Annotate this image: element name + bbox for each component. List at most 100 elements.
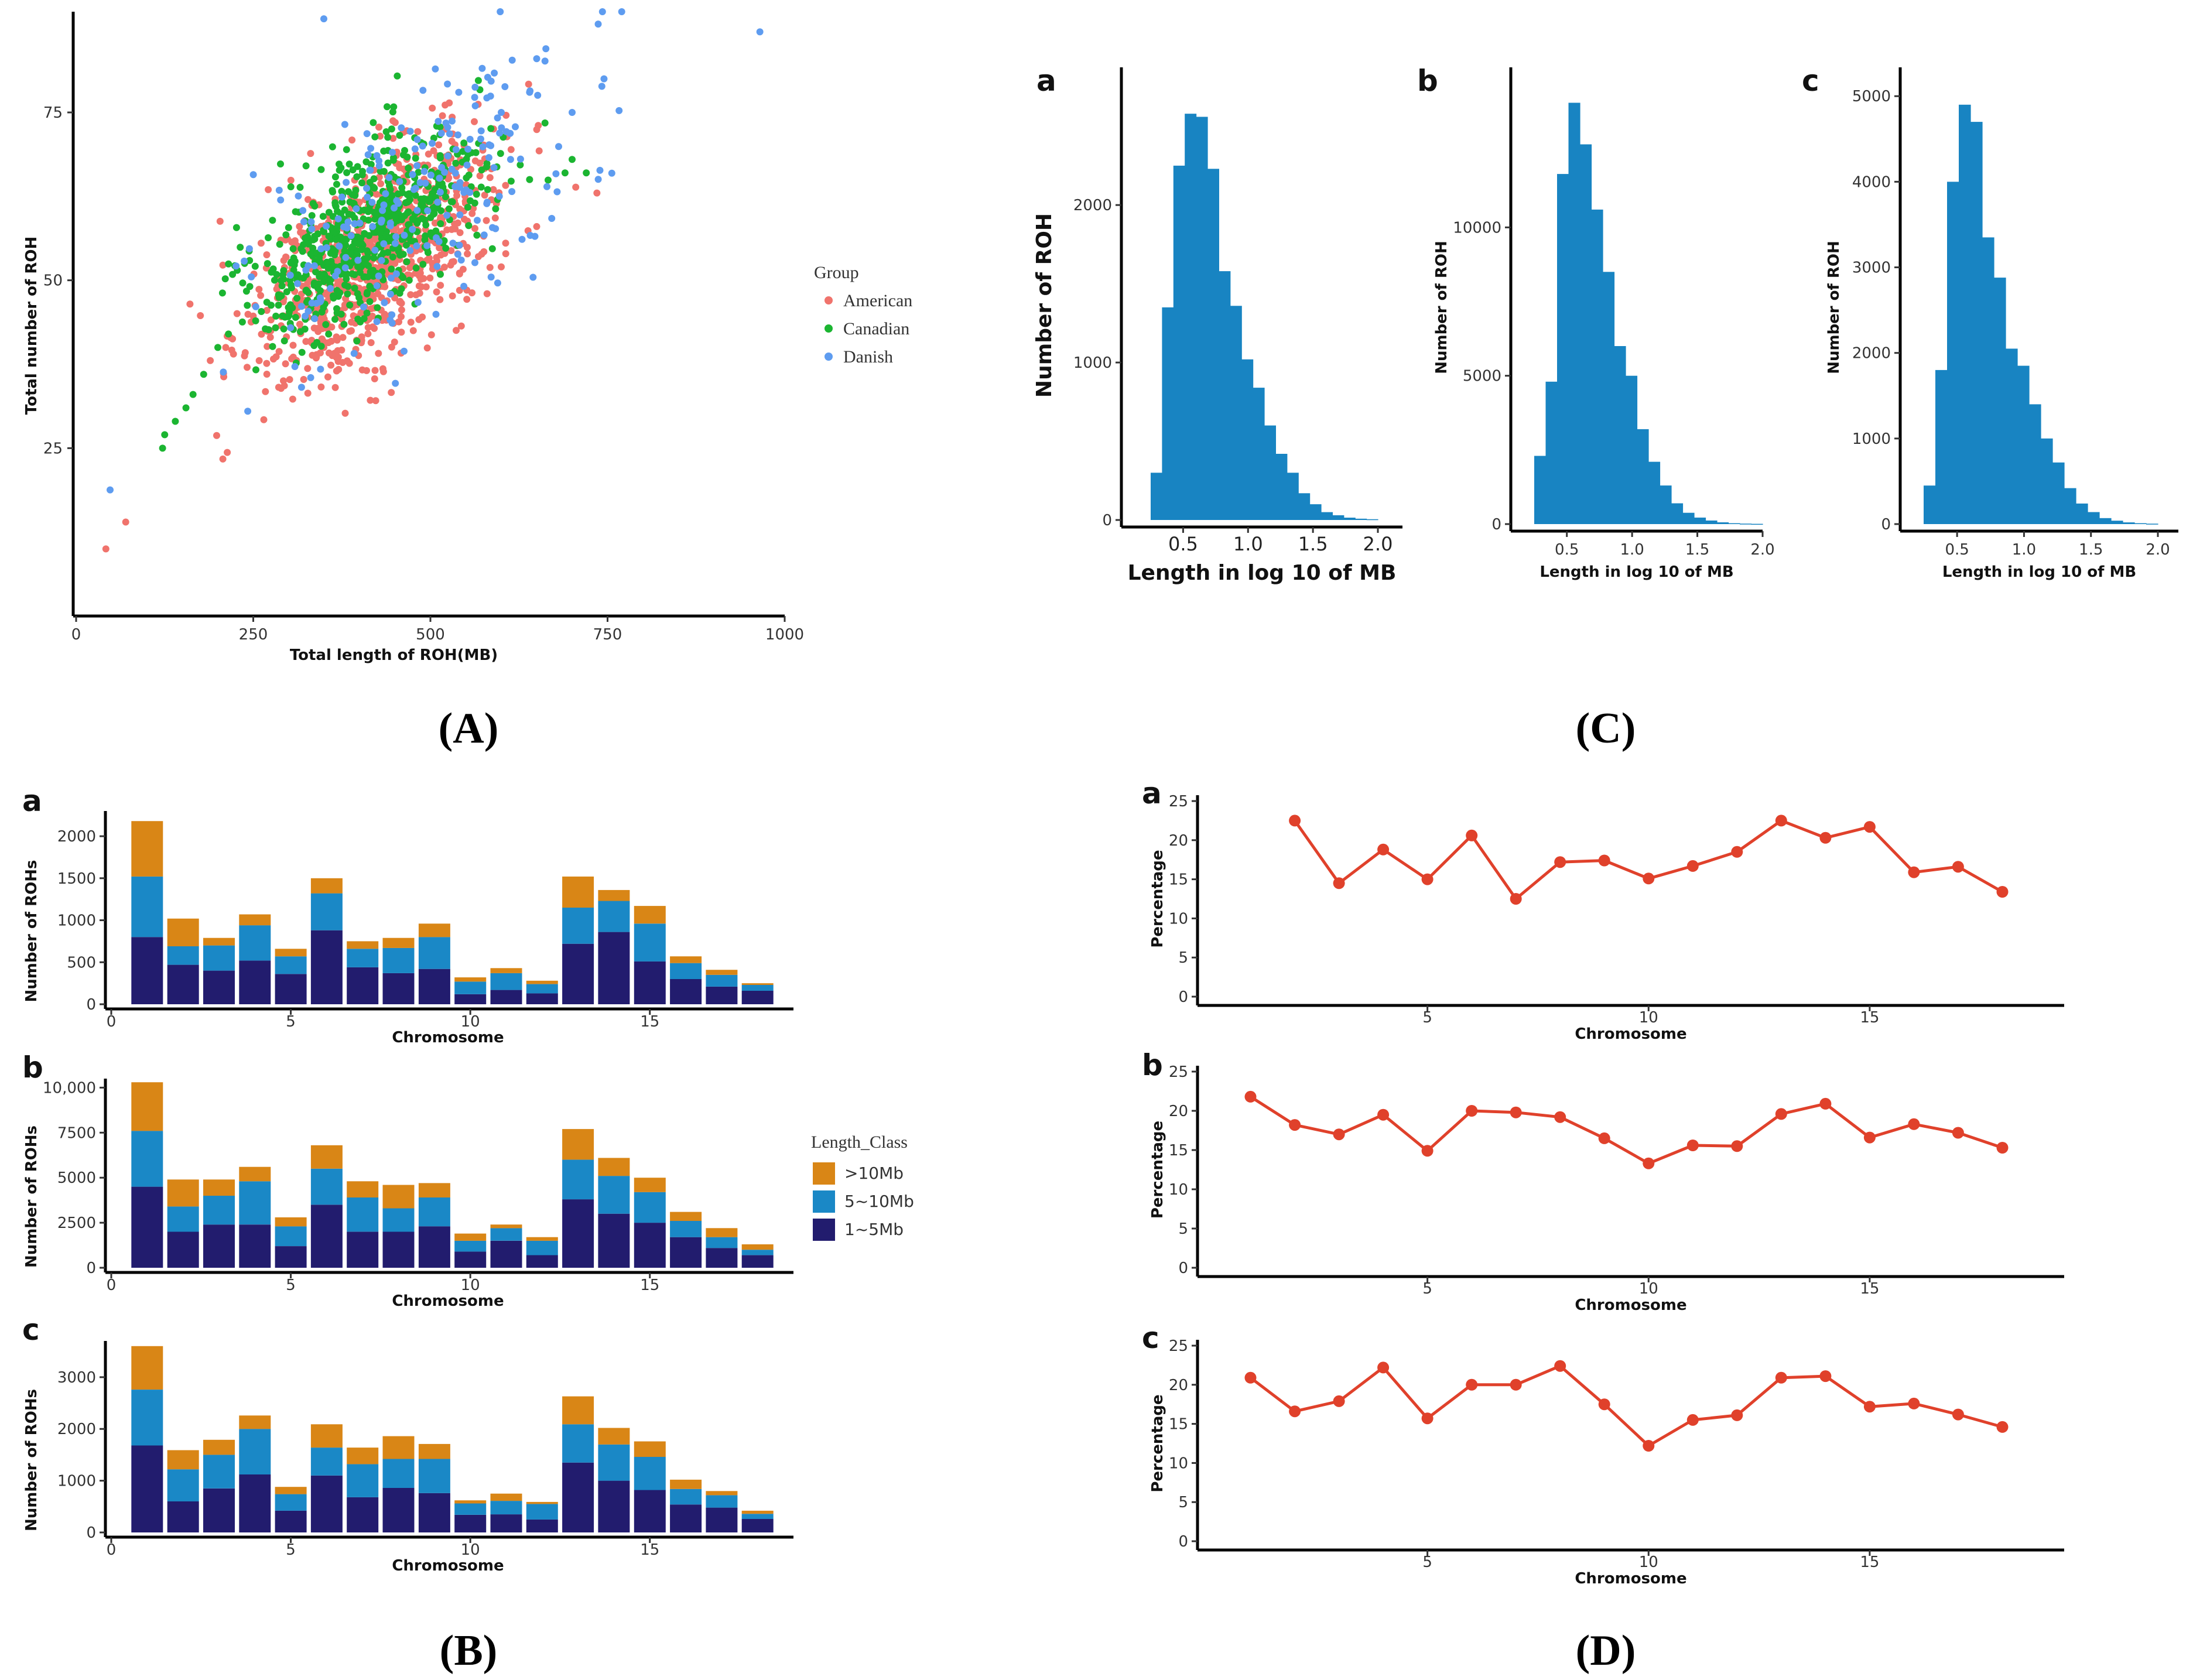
histogram-bar [1185,114,1197,520]
point [272,324,279,331]
point [534,91,542,99]
data-point [1731,1409,1743,1421]
point [435,118,442,125]
point [332,235,340,243]
point [353,337,361,345]
legend-marker-danish [824,353,833,361]
x-tick-label: 5 [1422,1009,1432,1027]
y-tick-label: 25 [1169,1337,1188,1355]
point [262,325,269,333]
legend-label: >10Mb [844,1164,904,1183]
subplot-letter: c [1802,64,1819,98]
point [398,329,405,336]
bar-segment [454,1503,487,1515]
bar-segment [741,983,774,985]
point [219,261,227,269]
point [444,124,451,131]
point [317,383,325,391]
bar-segment [670,963,702,979]
point [427,331,435,338]
bar-segment [418,923,450,937]
data-point [1377,1108,1390,1121]
point [466,135,474,143]
point [327,285,334,292]
bar-segment [131,1131,163,1187]
bar-segment [167,1206,199,1232]
point [292,314,299,321]
point [351,301,358,309]
x-tick-label: 15 [640,1013,659,1031]
bar-segment [275,1494,307,1511]
point [483,217,490,224]
bar-segment [490,1514,522,1532]
data-point [1731,846,1743,858]
point [348,211,356,219]
point [384,103,391,111]
point [265,186,272,193]
point [325,349,333,357]
point [367,305,375,313]
y-tick-label: 1500 [57,870,96,888]
legend-label-american: American [843,291,912,310]
x-tick-label: 5 [286,1541,296,1559]
y-tick-label: 0 [1491,516,1501,533]
point [308,212,316,220]
data-point [1775,815,1787,827]
bar-segment [131,1186,163,1268]
point [615,107,623,114]
point [463,296,471,303]
bar-segment [741,1244,774,1250]
point [296,320,303,328]
bar-segment [347,949,379,967]
point [354,251,361,259]
bar-segment [562,1396,594,1425]
bar-segment [418,1459,450,1493]
point [495,193,503,200]
point [425,254,433,262]
bar-segment [670,1221,702,1237]
bar-segment [562,1129,594,1160]
bar-segment [239,1429,271,1474]
x-axis-label: Chromosome [392,1292,504,1310]
point [413,220,421,227]
point [463,174,470,182]
bar-segment [382,937,415,948]
point [531,232,539,240]
data-point [1731,1140,1743,1152]
point [298,348,306,356]
point [471,118,478,125]
bar-segment [310,1448,343,1476]
point [275,302,282,309]
bar-segment [562,908,594,944]
point [449,198,456,206]
bar-segment [131,1445,163,1532]
bar-segment [347,1197,379,1232]
point [360,206,368,214]
data-point [1510,1378,1522,1391]
point [314,284,321,292]
panel-a-scatter: 0 250 500 750 1000 25 50 75 Total length of ROH(… [23,8,912,664]
bar-segment [167,1231,199,1268]
point [346,327,354,335]
y-tick-label: 1000 [57,1473,96,1490]
point [436,152,444,159]
point [207,357,214,364]
point [308,299,316,307]
histogram-bar [1959,104,1971,525]
point [417,275,425,283]
point [404,209,411,217]
bar-segment [454,994,487,1004]
data-point [1996,1142,2009,1154]
histogram-bar [1671,503,1684,524]
bar-segment [741,985,774,991]
histogram-bar [2052,462,2065,524]
bar-segment [634,1441,666,1457]
point [341,206,348,214]
point [349,243,356,251]
point [200,371,207,378]
point [327,276,334,283]
histogram-bar [2006,348,2018,524]
point [471,225,478,232]
point [422,232,429,239]
point [419,197,426,204]
